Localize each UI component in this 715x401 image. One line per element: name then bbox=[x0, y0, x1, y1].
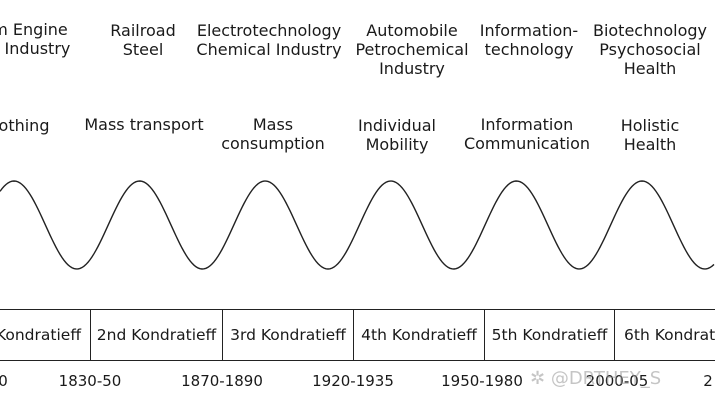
wave-2-industry-line: Railroad bbox=[110, 21, 176, 40]
wave-3-field-line: consumption bbox=[221, 134, 325, 153]
wave-2-field-line: Mass transport bbox=[84, 115, 204, 134]
wave-6-industry-line: Biotechnology bbox=[592, 21, 708, 40]
cycle-6: 6th Kondrat bbox=[614, 309, 715, 361]
watermark-icon: ✲ bbox=[530, 368, 551, 389]
wave-5-field: Information Communication bbox=[464, 115, 590, 153]
wave-4-industry-line: Petrochemical bbox=[355, 40, 469, 59]
wave-2-field: Mass transport bbox=[84, 115, 203, 134]
wave-6-field: Holistic Health bbox=[621, 116, 680, 154]
wave-4-industries: Automobile Petrochemical Industry bbox=[355, 21, 468, 78]
year-label: 1870-1890 bbox=[181, 372, 263, 390]
wave-4-field-line: Mobility bbox=[365, 135, 429, 154]
cycle-5-label: 5th Kondratieff bbox=[491, 326, 608, 344]
year-label: 1950-1980 bbox=[441, 372, 523, 390]
wave-1-industry-line: m Engine bbox=[0, 20, 68, 39]
wave-1-industry-line: e Industry bbox=[0, 39, 71, 58]
timeline-bottom-border bbox=[0, 360, 715, 361]
kondratieff-wave bbox=[0, 180, 715, 270]
wave-1-field: othing bbox=[0, 116, 49, 135]
cycle-4: 4th Kondratieff bbox=[353, 309, 484, 361]
wave-6-field-line: Holistic bbox=[620, 116, 680, 135]
cycle-timeline: Kondratieff 2nd Kondratieff 3rd Kondrati… bbox=[0, 309, 715, 361]
watermark-text: @DRTHEY_S bbox=[550, 368, 662, 389]
wave-5-industries: Information- technology bbox=[480, 21, 578, 59]
cycle-2: 2nd Kondratieff bbox=[90, 309, 222, 361]
wave-4-industry-line: Automobile bbox=[366, 21, 458, 40]
cycle-3-label: 3rd Kondratieff bbox=[230, 326, 346, 344]
wave-6-industry-line: Psychosocial bbox=[599, 40, 701, 59]
wave-6-industries: Biotechnology Psychosocial Health bbox=[593, 21, 707, 78]
wave-1-industries: m Engine e Industry bbox=[0, 20, 70, 58]
wave-5-industry-line: Information- bbox=[479, 21, 579, 40]
year-label: 2 bbox=[703, 372, 713, 390]
cycle-4-label: 4th Kondratieff bbox=[361, 326, 477, 344]
cycle-5: 5th Kondratieff bbox=[484, 309, 614, 361]
cycle-1: Kondratieff bbox=[0, 309, 91, 361]
year-label: 1830-50 bbox=[58, 372, 122, 390]
wave-3-field: Mass consumption bbox=[221, 115, 325, 153]
watermark: ✲ @DRTHEY_S bbox=[530, 368, 661, 389]
cycle-1-label: Kondratieff bbox=[0, 326, 81, 344]
wave-2-industries: Railroad Steel bbox=[110, 21, 175, 59]
wave-3-field-line: Mass bbox=[252, 115, 294, 134]
cycle-6-label: 6th Kondrat bbox=[624, 326, 715, 344]
wave-6-field-line: Health bbox=[623, 135, 677, 154]
wave-3-industry-line: Chemical Industry bbox=[196, 40, 342, 59]
cycle-2-label: 2nd Kondratieff bbox=[96, 326, 217, 344]
wave-3-industries: Electrotechnology Chemical Industry bbox=[196, 21, 341, 59]
wave-5-industry-line: technology bbox=[484, 40, 574, 59]
wave-4-field-line: Individual bbox=[358, 116, 436, 135]
wave-3-industry-line: Electrotechnology bbox=[196, 21, 342, 40]
year-label: 1920-1935 bbox=[312, 372, 394, 390]
wave-6-industry-line: Health bbox=[623, 59, 677, 78]
wave-5-field-line: Communication bbox=[463, 134, 591, 153]
wave-4-industry-line: Industry bbox=[379, 59, 445, 78]
wave-5-field-line: Information bbox=[480, 115, 574, 134]
timeline-top-border bbox=[0, 309, 715, 310]
year-label: 2000-05 bbox=[585, 372, 649, 390]
wave-1-field-line: othing bbox=[0, 116, 50, 135]
wave-curve bbox=[0, 180, 715, 270]
year-label: 0 bbox=[0, 372, 8, 390]
wave-2-industry-line: Steel bbox=[122, 40, 164, 59]
cycle-3: 3rd Kondratieff bbox=[222, 309, 353, 361]
wave-4-field: Individual Mobility bbox=[358, 116, 436, 154]
